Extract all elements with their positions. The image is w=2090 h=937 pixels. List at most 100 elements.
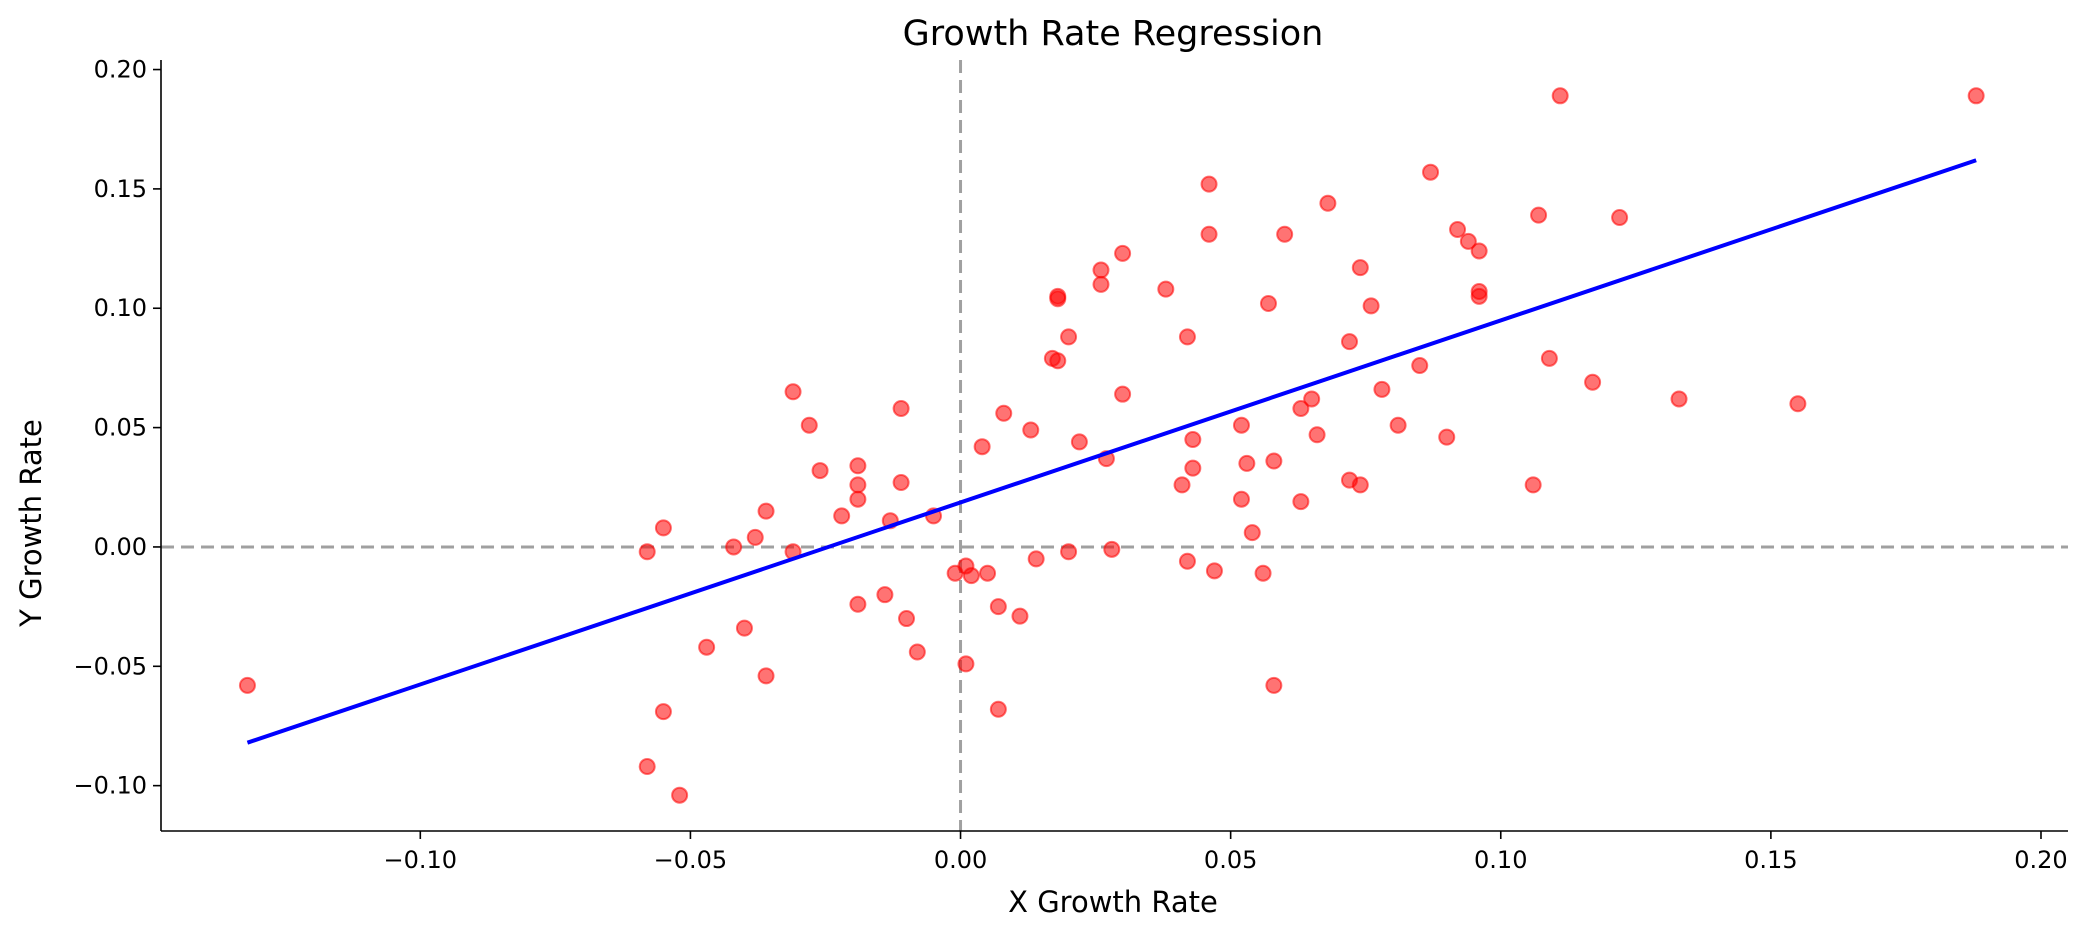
data-point bbox=[849, 476, 867, 494]
data-point bbox=[1259, 294, 1277, 312]
data-point bbox=[1178, 552, 1196, 570]
data-point bbox=[1540, 349, 1558, 367]
data-point bbox=[1200, 225, 1218, 243]
data-point bbox=[898, 610, 916, 628]
data-point bbox=[1011, 607, 1029, 625]
data-point bbox=[1157, 280, 1175, 298]
data-point bbox=[1232, 416, 1250, 434]
data-point bbox=[1238, 454, 1256, 472]
data-point bbox=[989, 700, 1007, 718]
x-tick-label: 0.10 bbox=[1474, 846, 1527, 874]
data-point bbox=[1292, 400, 1310, 418]
reference-lines bbox=[161, 60, 2068, 831]
data-point bbox=[238, 676, 256, 694]
data-point bbox=[1551, 87, 1569, 105]
x-tick-label: 0.05 bbox=[1204, 846, 1257, 874]
data-point bbox=[1049, 290, 1067, 308]
data-point bbox=[1265, 676, 1283, 694]
x-axis-label: X Growth Rate bbox=[1008, 885, 1218, 919]
data-point bbox=[1173, 476, 1191, 494]
data-point bbox=[1351, 259, 1369, 277]
data-point bbox=[1438, 428, 1456, 446]
data-point bbox=[1070, 433, 1088, 451]
data-point bbox=[1200, 175, 1218, 193]
chart-title: Growth Rate Regression bbox=[903, 14, 1324, 54]
data-point bbox=[1060, 543, 1078, 561]
data-point bbox=[1049, 352, 1067, 370]
data-point bbox=[876, 586, 894, 604]
data-point bbox=[1022, 421, 1040, 439]
data-point bbox=[746, 528, 764, 546]
data-point bbox=[849, 595, 867, 613]
data-point bbox=[1470, 242, 1488, 260]
y-tick-label: 0.05 bbox=[94, 414, 147, 442]
data-point bbox=[1092, 275, 1110, 293]
data-point bbox=[1308, 426, 1326, 444]
data-point bbox=[1319, 194, 1337, 212]
data-point bbox=[784, 383, 802, 401]
data-point bbox=[757, 667, 775, 685]
data-point bbox=[1114, 244, 1132, 262]
data-point bbox=[849, 457, 867, 475]
data-point bbox=[849, 490, 867, 508]
y-tick-label: 0.10 bbox=[94, 294, 147, 322]
data-point bbox=[638, 543, 656, 561]
data-point bbox=[1459, 232, 1477, 250]
data-point bbox=[800, 416, 818, 434]
data-point bbox=[1027, 550, 1045, 568]
data-point bbox=[654, 703, 672, 721]
data-point bbox=[1340, 333, 1358, 351]
data-point bbox=[1470, 283, 1488, 301]
data-point bbox=[1524, 476, 1542, 494]
data-point bbox=[757, 502, 775, 520]
data-point bbox=[1611, 209, 1629, 227]
y-axis-label: Y Growth Rate bbox=[14, 419, 48, 628]
data-point bbox=[1092, 261, 1110, 279]
data-point bbox=[1303, 390, 1321, 408]
data-points bbox=[238, 87, 1985, 804]
axes-spines bbox=[160, 60, 2068, 832]
data-point bbox=[1422, 163, 1440, 181]
y-tick-label: −0.10 bbox=[73, 772, 147, 800]
y-tick-label: −0.05 bbox=[73, 652, 147, 680]
data-point bbox=[1530, 206, 1548, 224]
regression-line bbox=[246, 158, 1977, 745]
data-point bbox=[1292, 493, 1310, 511]
x-tick-label: 0.20 bbox=[2014, 846, 2067, 874]
data-point bbox=[1060, 328, 1078, 346]
x-tick-label: 0.15 bbox=[1744, 846, 1797, 874]
data-point bbox=[989, 598, 1007, 616]
y-tick-label: 0.00 bbox=[94, 533, 147, 561]
data-point bbox=[995, 404, 1013, 422]
data-point bbox=[1584, 373, 1602, 391]
data-point bbox=[908, 643, 926, 661]
data-point bbox=[1967, 87, 1985, 105]
data-point bbox=[1276, 225, 1294, 243]
data-point bbox=[973, 438, 991, 456]
data-point bbox=[1449, 220, 1467, 238]
data-point bbox=[1373, 380, 1391, 398]
y-tick-label: 0.15 bbox=[94, 175, 147, 203]
data-point bbox=[671, 786, 689, 804]
data-point bbox=[1243, 524, 1261, 542]
data-point bbox=[654, 519, 672, 537]
x-tick-label: −0.10 bbox=[384, 846, 458, 874]
y-axis: −0.10 −0.05 0.00 0.05 0.10 0.15 0.20 bbox=[73, 56, 161, 800]
data-point bbox=[1789, 395, 1807, 413]
data-point bbox=[979, 564, 997, 582]
data-point bbox=[811, 462, 829, 480]
data-point bbox=[962, 567, 980, 585]
data-point bbox=[638, 758, 656, 776]
data-point bbox=[1670, 390, 1688, 408]
x-tick-label: −0.05 bbox=[654, 846, 728, 874]
data-point bbox=[1351, 476, 1369, 494]
data-point bbox=[1254, 564, 1272, 582]
data-point bbox=[1178, 328, 1196, 346]
x-axis: −0.10 −0.05 0.00 0.05 0.10 0.15 0.20 bbox=[384, 831, 2068, 874]
data-point bbox=[957, 655, 975, 673]
data-point bbox=[735, 619, 753, 637]
data-point bbox=[1232, 490, 1250, 508]
data-point bbox=[1411, 357, 1429, 375]
data-point bbox=[1362, 297, 1380, 315]
